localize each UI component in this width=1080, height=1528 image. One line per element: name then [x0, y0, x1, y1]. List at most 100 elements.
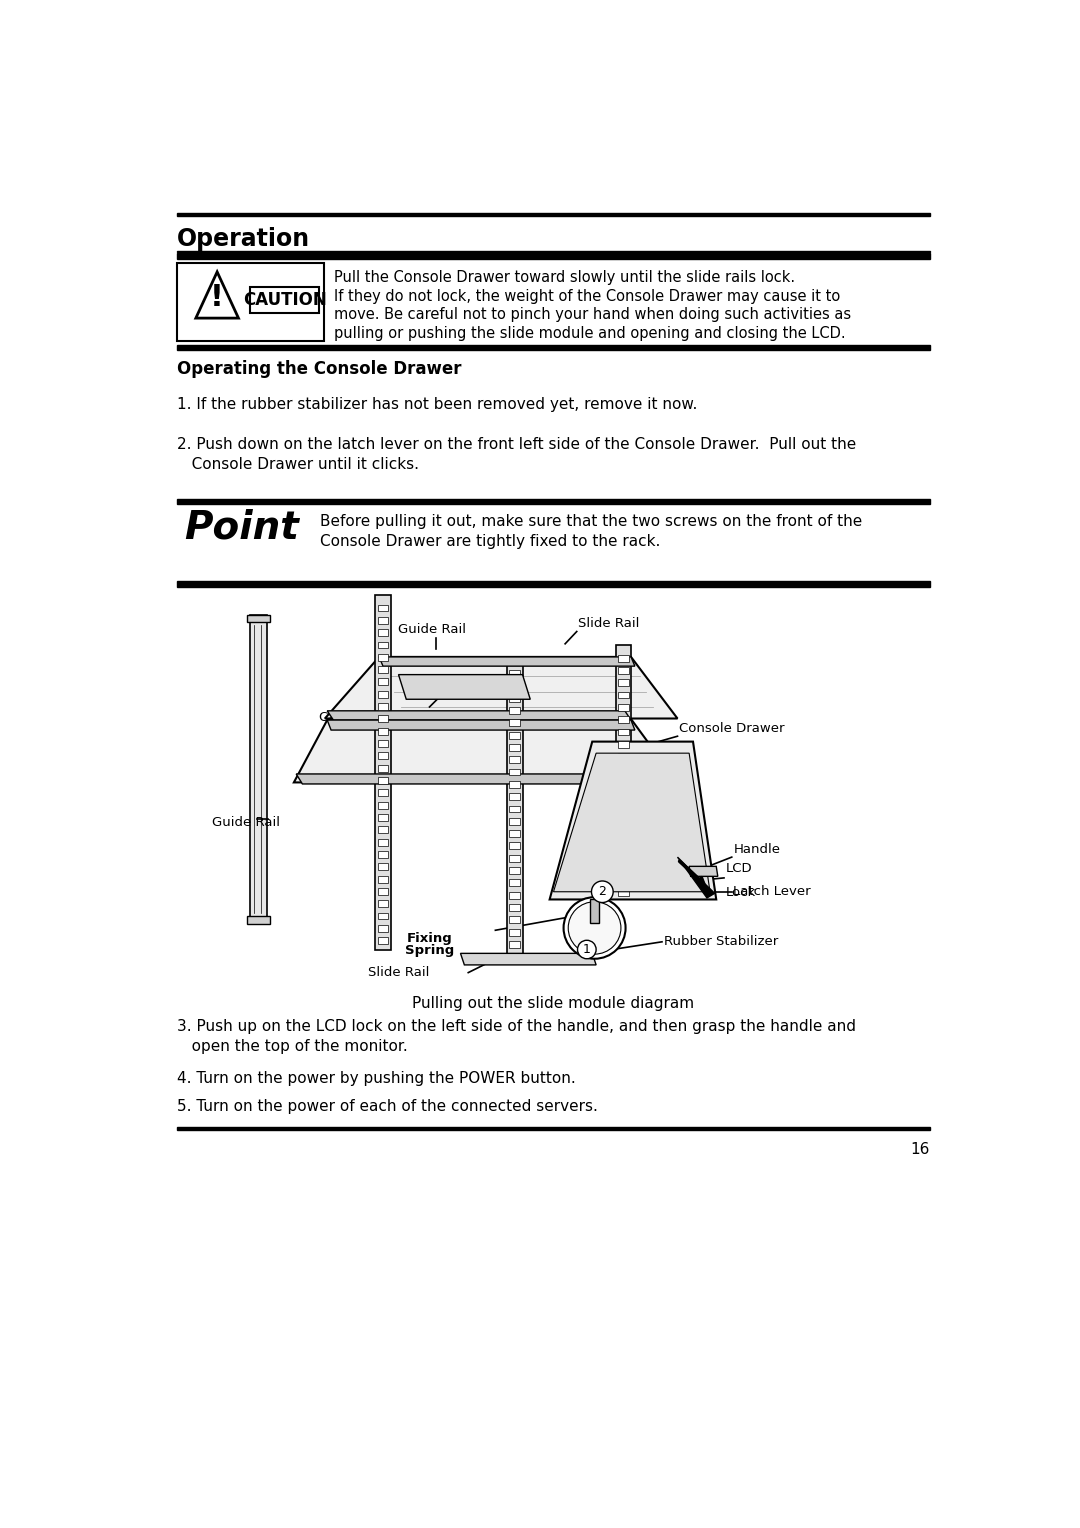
Bar	[378, 764, 389, 772]
Bar	[378, 839, 389, 845]
Bar	[618, 827, 629, 834]
Text: Console Drawer are tightly fixed to the rack.: Console Drawer are tightly fixed to the …	[321, 535, 661, 550]
Bar	[378, 924, 389, 932]
Bar	[177, 212, 930, 217]
Text: 1. If the rubber stabilizer has not been removed yet, remove it now.: 1. If the rubber stabilizer has not been…	[177, 397, 698, 413]
Bar	[510, 695, 521, 701]
Text: CAUTION: CAUTION	[243, 292, 326, 309]
Bar	[618, 802, 629, 810]
Bar	[510, 830, 521, 837]
Bar	[378, 703, 389, 711]
Text: Lock: Lock	[726, 886, 756, 898]
Polygon shape	[195, 272, 239, 318]
Bar	[378, 876, 389, 883]
Bar	[378, 617, 389, 623]
Bar	[618, 766, 629, 773]
Polygon shape	[550, 741, 716, 900]
Bar	[510, 769, 521, 776]
Bar	[378, 630, 389, 636]
Polygon shape	[294, 720, 677, 782]
Bar	[378, 740, 389, 747]
Text: 2. Push down on the latch lever on the front left side of the Console Drawer.  P: 2. Push down on the latch lever on the f…	[177, 437, 856, 452]
Bar	[510, 732, 521, 738]
Text: Before pulling it out, make sure that the two screws on the front of the: Before pulling it out, make sure that th…	[321, 515, 863, 530]
Bar	[510, 892, 521, 898]
Text: Console Drawer: Console Drawer	[679, 721, 784, 735]
Bar	[177, 504, 930, 582]
Bar	[618, 753, 629, 759]
Circle shape	[592, 882, 613, 903]
Bar	[510, 744, 521, 750]
Bar	[378, 863, 389, 871]
Bar	[378, 814, 389, 821]
Bar	[177, 582, 930, 587]
Bar	[618, 839, 629, 847]
Bar	[618, 889, 629, 895]
Bar	[510, 793, 521, 801]
Bar	[251, 287, 319, 313]
Circle shape	[578, 940, 596, 958]
Text: If they do not lock, the weight of the Console Drawer may cause it to: If they do not lock, the weight of the C…	[334, 289, 840, 304]
Bar	[510, 756, 521, 762]
Text: move. Be careful not to pinch your hand when doing such activities as: move. Be careful not to pinch your hand …	[334, 307, 851, 322]
Bar	[510, 669, 521, 677]
Bar	[177, 1126, 930, 1131]
Bar	[510, 941, 521, 947]
Bar	[618, 863, 629, 871]
Bar	[618, 692, 629, 698]
Bar	[618, 851, 629, 859]
Polygon shape	[379, 657, 635, 666]
Text: 2: 2	[598, 885, 606, 898]
Bar	[378, 900, 389, 908]
Bar	[378, 678, 389, 686]
Bar	[177, 254, 930, 258]
Bar	[249, 614, 267, 923]
Text: Pull the Console Drawer toward slowly until the slide rails lock.: Pull the Console Drawer toward slowly un…	[334, 270, 795, 286]
Bar	[378, 827, 389, 833]
Bar	[510, 929, 521, 935]
Bar	[510, 805, 521, 813]
Polygon shape	[554, 753, 710, 892]
Bar	[618, 666, 629, 674]
Text: Spring: Spring	[405, 944, 454, 957]
Bar	[510, 854, 521, 862]
Text: open the top of the monitor.: open the top of the monitor.	[177, 1039, 407, 1054]
Bar	[246, 917, 270, 924]
Text: Operating the Console Drawer: Operating the Console Drawer	[177, 361, 461, 379]
Text: 16: 16	[910, 1141, 930, 1157]
Bar	[510, 781, 521, 788]
Bar	[590, 900, 599, 923]
Polygon shape	[325, 657, 677, 718]
Bar	[510, 917, 521, 923]
Text: Guide Rail: Guide Rail	[213, 816, 281, 830]
Text: Fixing: Fixing	[407, 932, 453, 944]
Polygon shape	[677, 857, 715, 898]
Text: 3. Push up on the LCD lock on the left side of the handle, and then grasp the ha: 3. Push up on the LCD lock on the left s…	[177, 1019, 855, 1034]
Text: Rubber Stabilizer: Rubber Stabilizer	[663, 935, 778, 949]
Text: 4. Turn on the power by pushing the POWER button.: 4. Turn on the power by pushing the POWE…	[177, 1071, 576, 1086]
Polygon shape	[689, 866, 718, 877]
Bar	[378, 666, 389, 672]
Text: Latch Lever: Latch Lever	[733, 885, 811, 898]
Circle shape	[564, 897, 625, 958]
Text: Operation: Operation	[177, 228, 310, 251]
Bar	[378, 642, 389, 648]
Bar	[378, 790, 389, 796]
Bar	[378, 851, 389, 857]
Text: Pulling out the slide module diagram: Pulling out the slide module diagram	[413, 996, 694, 1010]
Polygon shape	[296, 775, 637, 784]
Bar	[507, 660, 523, 961]
Bar	[375, 596, 391, 949]
Text: Slide Rail: Slide Rail	[578, 617, 639, 630]
Bar	[510, 720, 521, 726]
Polygon shape	[327, 720, 635, 730]
Bar	[378, 802, 389, 808]
Text: pulling or pushing the slide module and opening and closing the LCD.: pulling or pushing the slide module and …	[334, 325, 846, 341]
Bar	[378, 691, 389, 698]
Bar	[618, 717, 629, 723]
Bar	[618, 729, 629, 735]
Bar	[618, 814, 629, 822]
Text: Cable Duct: Cable Duct	[320, 711, 393, 724]
Bar	[618, 654, 629, 662]
Bar	[618, 790, 629, 798]
